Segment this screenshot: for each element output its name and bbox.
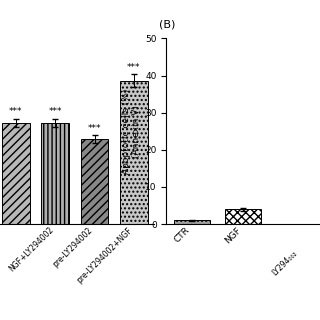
Bar <box>174 220 210 224</box>
Text: ***: *** <box>48 107 62 116</box>
Text: ***: *** <box>9 107 22 116</box>
Bar <box>225 209 261 224</box>
Y-axis label: Apoptotic cells (%)
(Annexin V): Apoptotic cells (%) (Annexin V) <box>122 89 141 174</box>
Bar <box>41 123 69 224</box>
Bar <box>120 81 148 224</box>
Text: ***: *** <box>127 63 141 72</box>
Text: (B): (B) <box>159 19 175 29</box>
Bar <box>2 123 29 224</box>
Text: ***: *** <box>88 124 101 133</box>
Bar <box>81 139 108 224</box>
Text: LY294₀₀₂: LY294₀₀₂ <box>271 248 300 277</box>
